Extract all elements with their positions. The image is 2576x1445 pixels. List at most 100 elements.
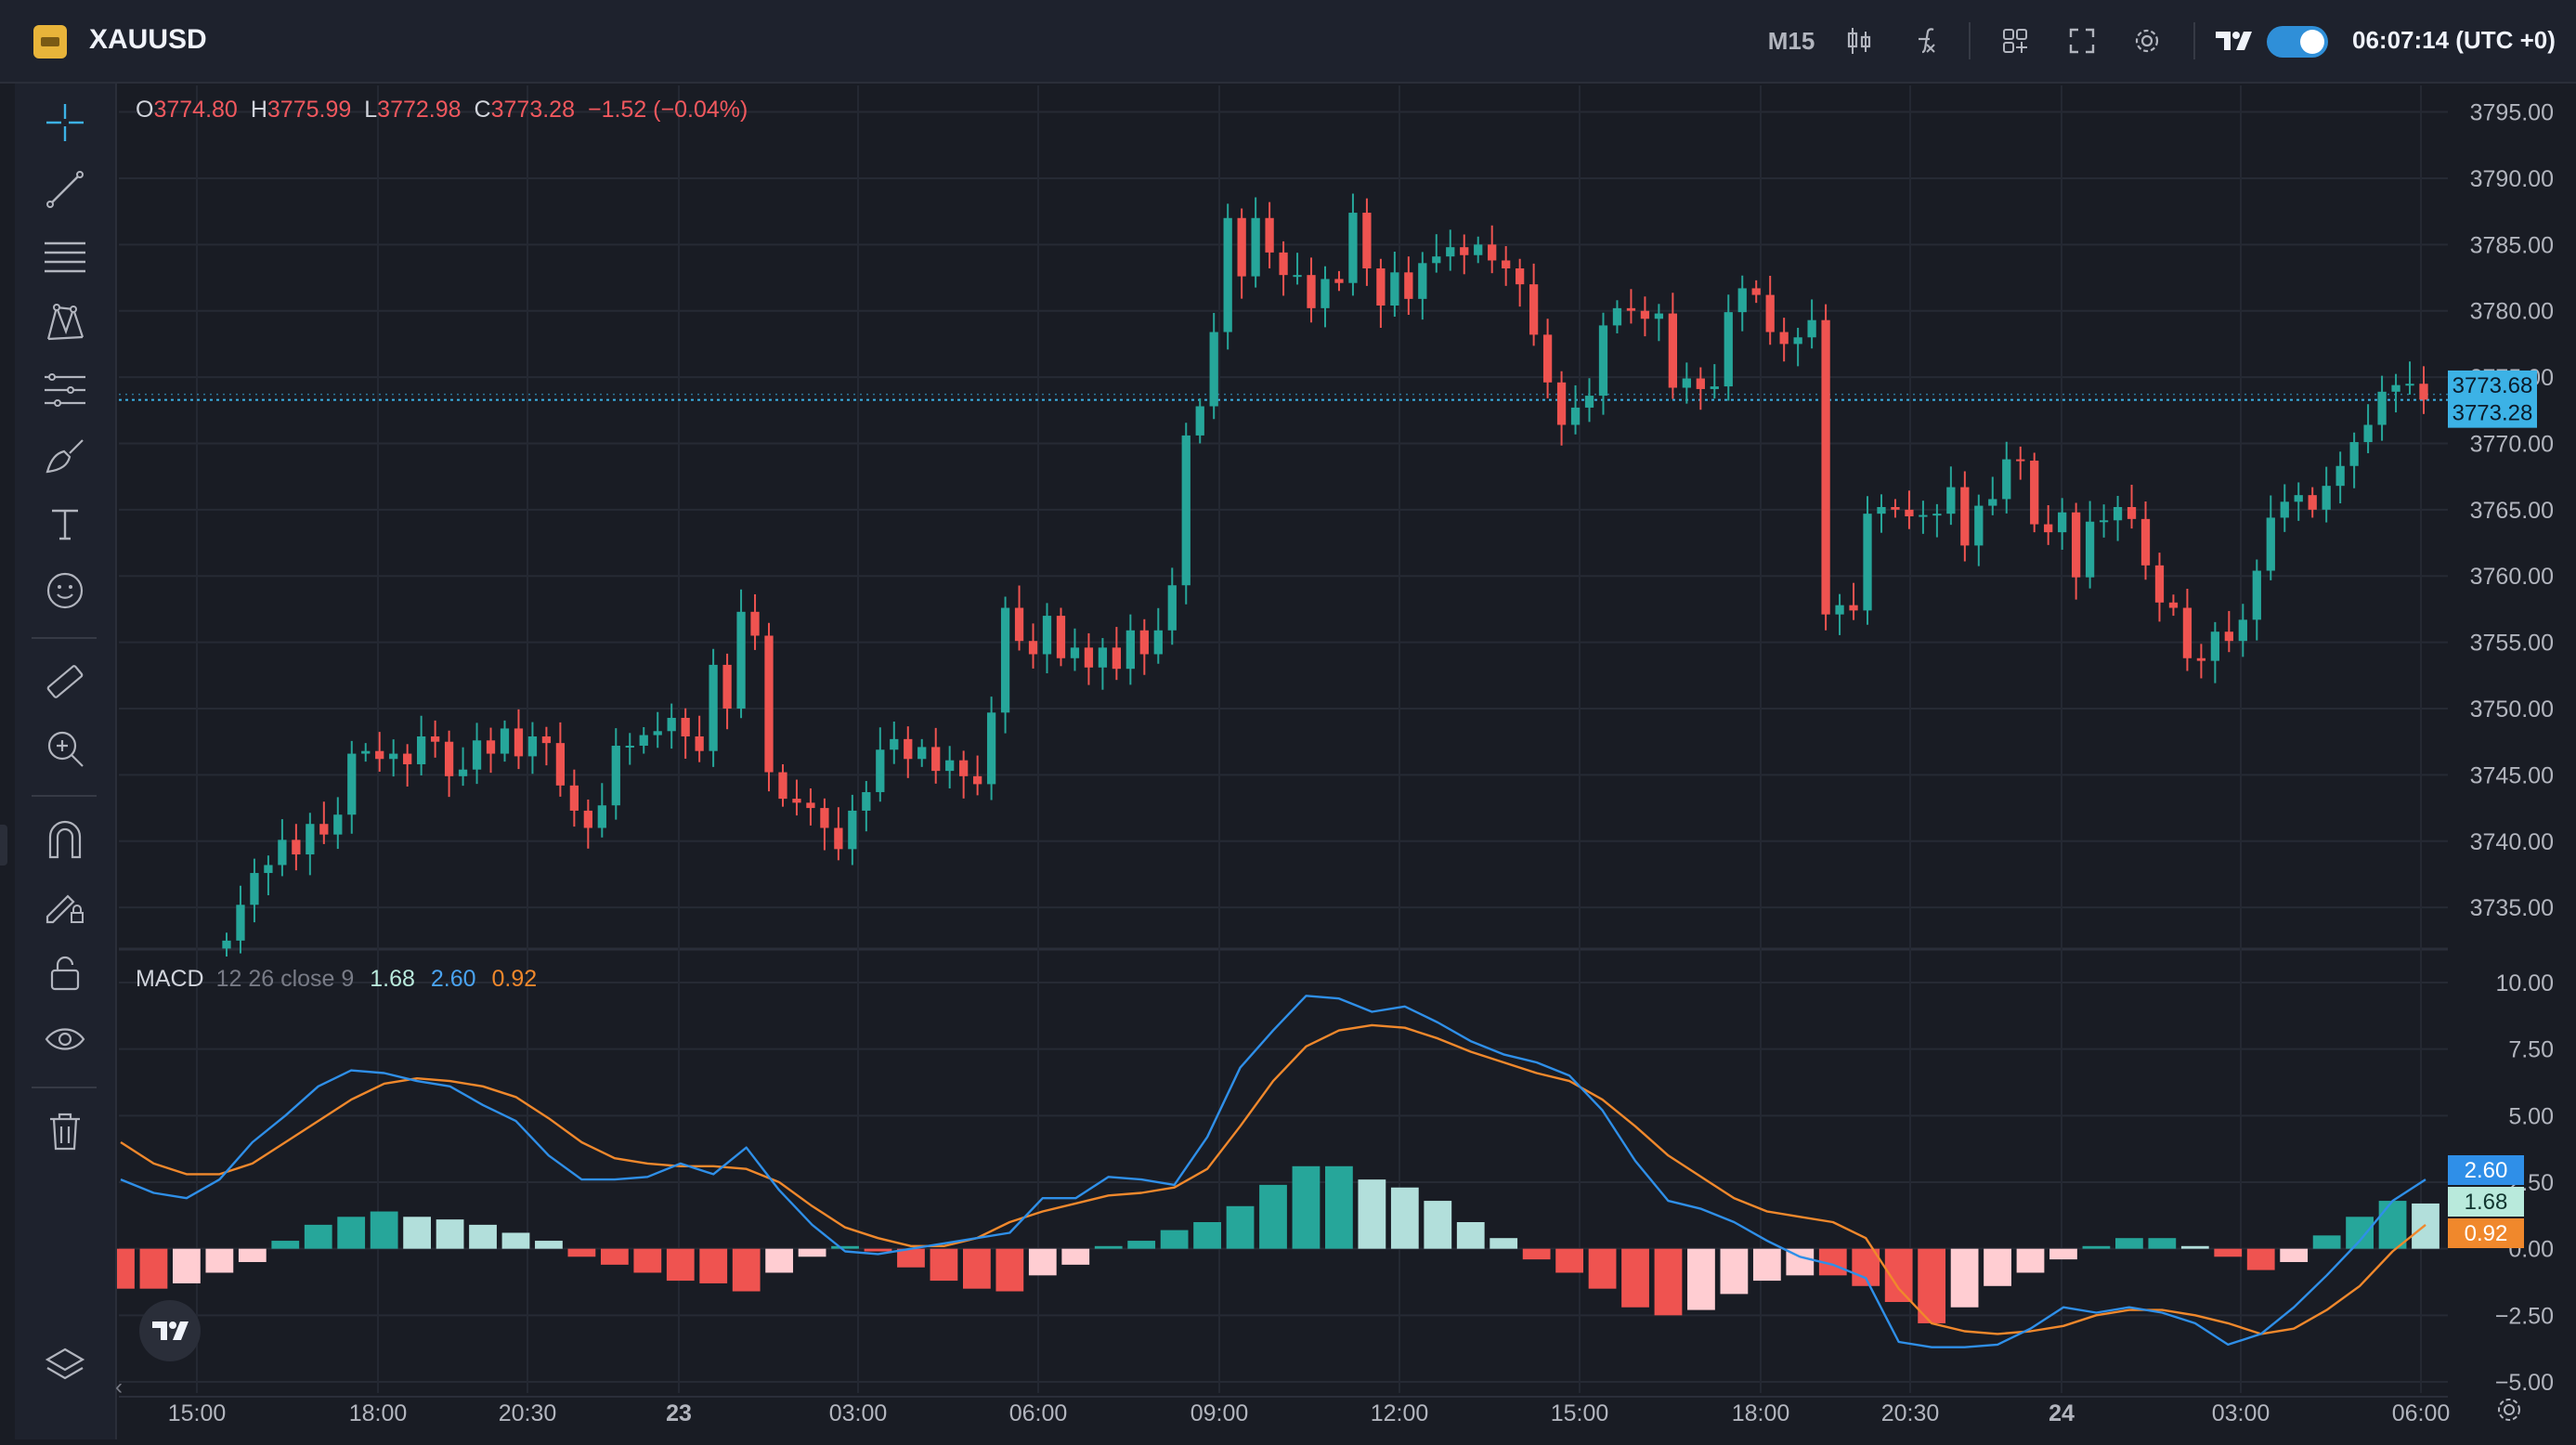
price-tick-label: 3795.00	[2470, 100, 2554, 126]
histogram-bar	[1654, 1248, 1683, 1316]
timeframe-button[interactable]: M15	[1767, 26, 1815, 55]
symbol-name[interactable]: XAUUSD	[89, 24, 207, 55]
candle-body	[222, 940, 231, 949]
candle-body	[2322, 486, 2331, 510]
fullscreen-icon[interactable]	[2062, 20, 2102, 61]
layout-icon[interactable]	[1995, 20, 2036, 61]
candle-body	[1821, 319, 1830, 615]
settings-icon[interactable]	[2127, 20, 2167, 61]
candle-body	[1793, 337, 1802, 345]
candle-body	[264, 865, 273, 874]
candle-body	[750, 611, 760, 636]
histogram-bar	[205, 1248, 234, 1273]
magnet-icon[interactable]	[37, 812, 93, 867]
candle-body	[1584, 396, 1594, 408]
candle-body	[1112, 647, 1122, 670]
fib-lines-icon[interactable]	[37, 228, 93, 284]
candle-body	[681, 718, 690, 736]
candle-body	[2030, 461, 2039, 525]
candle-body	[2391, 384, 2400, 392]
histogram-bar	[304, 1224, 332, 1249]
eye-icon[interactable]	[37, 1012, 93, 1068]
toolbar-divider	[1969, 22, 1971, 59]
histogram-bar	[2312, 1235, 2341, 1249]
candle-body	[1348, 213, 1358, 283]
histogram-bar	[139, 1248, 168, 1289]
histogram-bar	[1127, 1241, 1156, 1249]
signal-line	[120, 1023, 2426, 1335]
candle-body	[2140, 518, 2151, 566]
candle-body	[2294, 495, 2303, 502]
side-panel-tab[interactable]	[0, 825, 7, 866]
tradingview-logo-icon[interactable]	[2212, 20, 2255, 61]
brush-icon[interactable]	[37, 429, 93, 485]
trash-icon[interactable]	[37, 1103, 93, 1159]
price-tick-label: 3780.00	[2470, 299, 2554, 325]
macd-histogram	[107, 1165, 2439, 1323]
candle-body	[1070, 647, 1080, 658]
tradingview-watermark-icon[interactable]	[139, 1300, 201, 1361]
histogram-bar	[567, 1248, 596, 1257]
axis-settings-icon[interactable]	[2494, 1395, 2524, 1429]
open-value: 3774.80	[153, 97, 238, 123]
signal-value: 0.92	[491, 966, 538, 992]
candle-body	[1432, 256, 1441, 264]
histogram-bar	[798, 1248, 826, 1257]
lock-icon[interactable]	[37, 945, 93, 1001]
pattern-icon[interactable]	[37, 295, 93, 351]
macd-name: MACD	[136, 966, 204, 992]
theme-toggle[interactable]	[2267, 26, 2328, 58]
candle-body	[458, 769, 468, 776]
time-axis[interactable]: 15:00 18:00 20:30 23 03:00 06:00 09:00 12:00 15:…	[168, 1400, 2451, 1426]
macd-legend[interactable]: MACD 12 26 close 9 1.68 2.60 0.92	[136, 966, 537, 993]
time-tick-label: 18:00	[349, 1400, 408, 1426]
histogram-bar	[2214, 1248, 2243, 1257]
time-tick-label: 15:00	[168, 1400, 227, 1426]
histogram-bar	[1621, 1248, 1649, 1308]
candle-body	[959, 760, 969, 776]
candle-body	[306, 824, 315, 855]
histogram-bar	[1588, 1248, 1617, 1289]
candle-body	[1153, 630, 1163, 655]
candle-body	[1556, 382, 1567, 425]
layers-icon[interactable]	[37, 1337, 93, 1393]
time-tick-label: 12:00	[1371, 1400, 1429, 1426]
lock-drawings-icon[interactable]	[37, 879, 93, 934]
candle-body	[1905, 509, 1914, 516]
candle-body	[1167, 585, 1177, 631]
price-axis[interactable]: 3795.003790.003785.003780.003775.003770.…	[2448, 82, 2576, 1445]
macd-value-badge	[2448, 1218, 2524, 1248]
chart-type-icon[interactable]	[1839, 20, 1880, 61]
candle-body	[1223, 217, 1232, 332]
candle-body	[1265, 217, 1274, 253]
histogram-bar	[962, 1248, 991, 1289]
candle-body	[1488, 244, 1497, 261]
projection-icon[interactable]	[37, 362, 93, 418]
candle-body	[2085, 521, 2095, 578]
candle-body	[904, 738, 913, 760]
candle-body	[1710, 386, 1719, 389]
candle-body	[417, 736, 426, 764]
text-icon[interactable]	[37, 496, 93, 552]
candle-body	[945, 760, 955, 772]
histogram-bar	[501, 1232, 530, 1249]
ruler-icon[interactable]	[37, 654, 93, 709]
candle-body	[1056, 616, 1066, 658]
trend-line-icon[interactable]	[37, 162, 93, 217]
zoom-in-icon[interactable]	[37, 721, 93, 776]
time-tick-label: 24	[2049, 1400, 2075, 1426]
collapse-toolbar-icon[interactable]: ‹	[115, 1374, 123, 1399]
candle-body	[403, 753, 412, 764]
histogram-bar	[995, 1248, 1024, 1292]
crosshair-icon[interactable]	[37, 95, 93, 150]
emoji-icon[interactable]	[37, 563, 93, 618]
price-tick-label: 3745.00	[2470, 762, 2554, 788]
indicators-icon[interactable]	[1904, 20, 1945, 61]
histogram-bar	[1984, 1248, 2011, 1286]
gold-symbol-icon[interactable]	[33, 25, 67, 59]
candle-body	[1251, 217, 1260, 277]
candle-body	[1404, 272, 1413, 299]
candle-body	[1502, 260, 1511, 269]
candle-body	[709, 664, 718, 751]
